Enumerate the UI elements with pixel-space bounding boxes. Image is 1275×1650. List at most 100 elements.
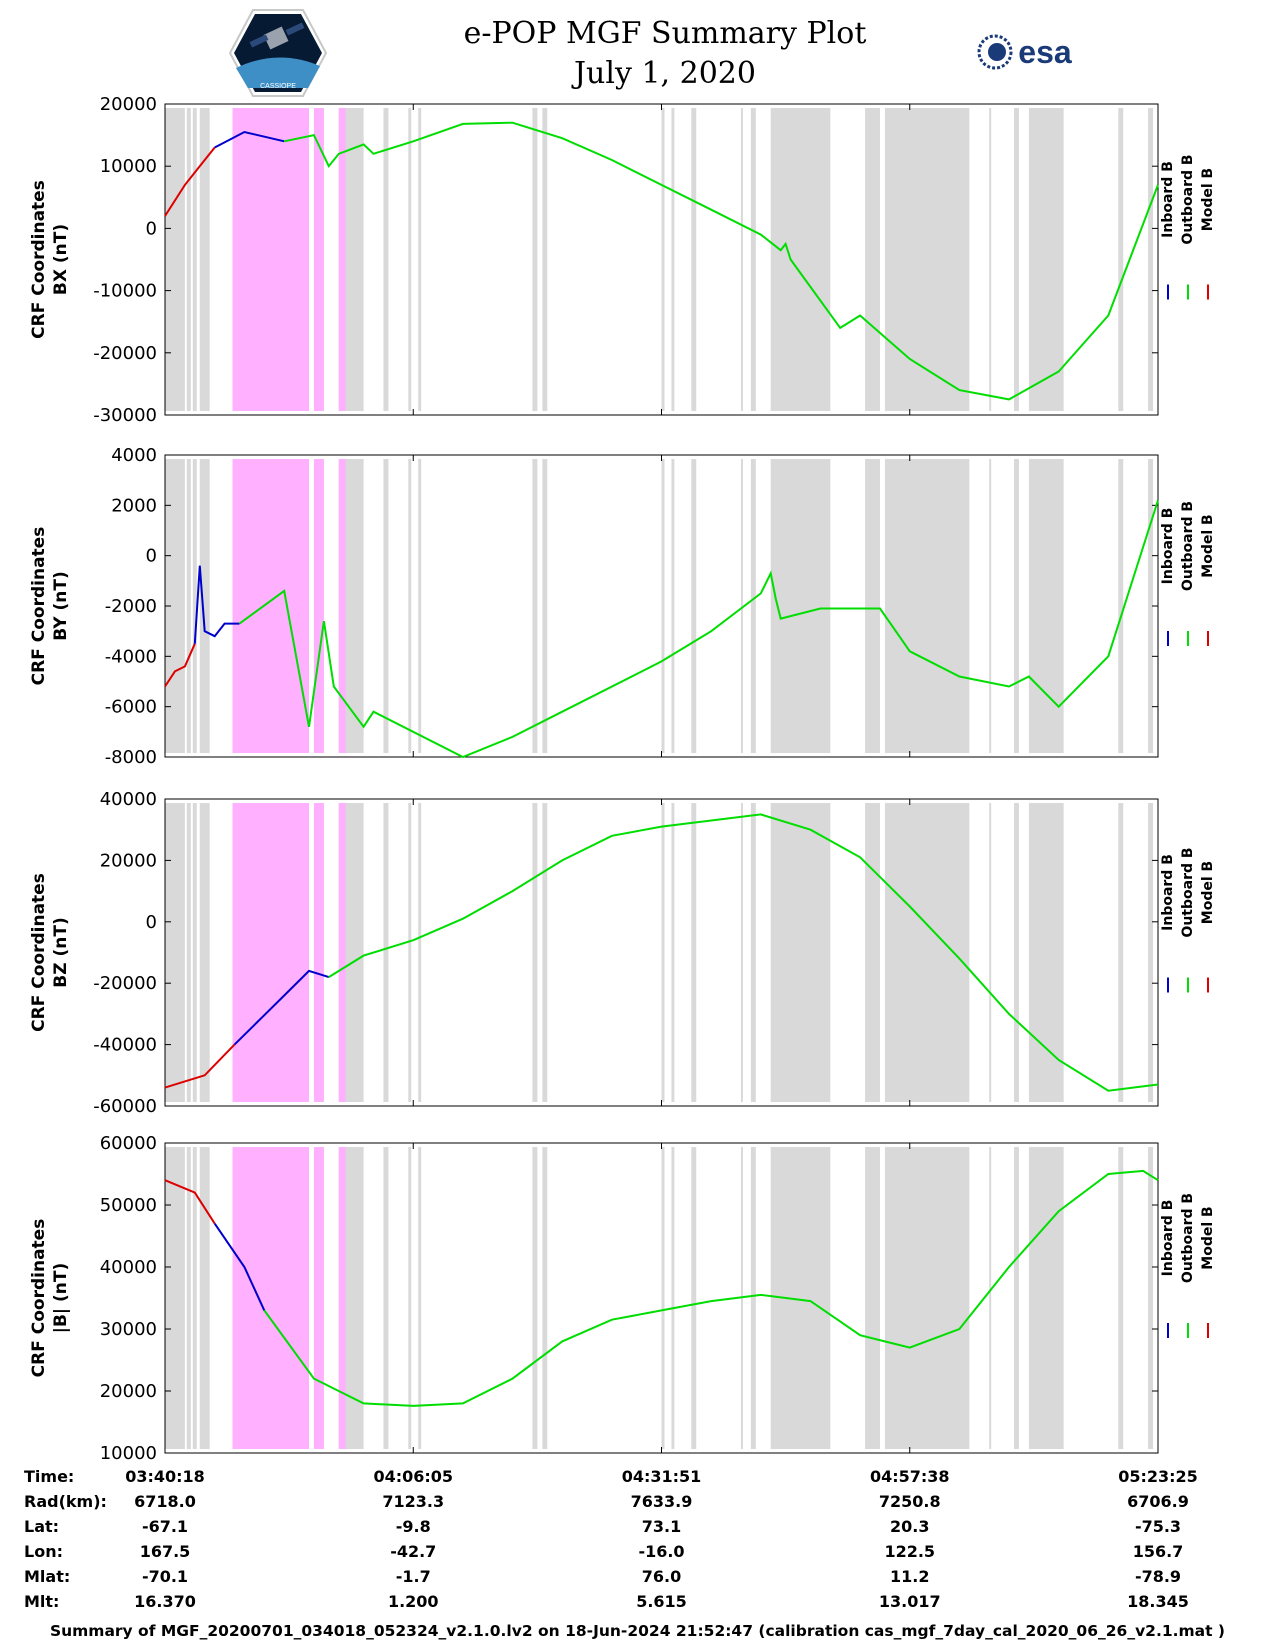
ephem-value: 1.200 <box>387 1592 439 1611</box>
y-tick-label: -40000 <box>93 1035 157 1056</box>
y-tick-label: 40000 <box>100 789 157 810</box>
highlight-band <box>232 108 285 411</box>
gap-band <box>884 108 970 411</box>
gap-band <box>1118 803 1124 1102</box>
panel-3: 40000 20000 0 -20000 -40000 -60000 CRF Coordin… <box>29 789 1216 1117</box>
y-axis-label-line2: |B| (nT) <box>51 1263 71 1334</box>
ephem-value: 11.2 <box>890 1567 930 1586</box>
gap-band <box>691 108 697 411</box>
ephem-value: 122.5 <box>884 1542 936 1561</box>
ephem-value: 76.0 <box>641 1567 682 1586</box>
esa-logo-text: esa <box>1018 34 1072 70</box>
y-tick-label: -10000 <box>93 281 157 302</box>
gap-band <box>691 1147 697 1449</box>
gap-band <box>750 459 756 753</box>
y-axis-label-line1: CRF Coordinates <box>29 527 49 686</box>
y-tick-label: -2000 <box>105 596 157 617</box>
gap-band <box>192 803 197 1102</box>
gap-band <box>408 803 412 1102</box>
gap-band <box>671 108 675 411</box>
highlight-band <box>284 1147 309 1449</box>
ephem-label-rad: Rad(km): <box>24 1492 107 1511</box>
y-axis-label-line1: CRF Coordinates <box>29 180 49 339</box>
gap-band <box>1014 459 1019 753</box>
series-inboard-b <box>193 565 240 644</box>
ephem-value: 73.1 <box>641 1517 682 1536</box>
highlight-band <box>313 1147 324 1449</box>
y-tick-label: -20000 <box>93 343 157 364</box>
ephem-value: -78.9 <box>1134 1567 1182 1586</box>
gap-band <box>199 459 210 753</box>
series-model-b <box>164 146 216 217</box>
gap-band <box>884 459 970 753</box>
gap-band <box>199 803 210 1102</box>
ephem-value: 167.5 <box>139 1542 191 1561</box>
gap-band <box>750 803 756 1102</box>
gap-band <box>740 459 743 753</box>
gap-band <box>750 1147 756 1449</box>
series-inboard-b <box>233 969 330 1046</box>
y-tick-label: -30000 <box>93 405 157 426</box>
highlight-band <box>284 803 309 1102</box>
gap-band <box>542 803 548 1102</box>
legend-label: Inboard B <box>1160 854 1176 931</box>
ephem-label-mlt: Mlt: <box>24 1592 60 1611</box>
highlight-band <box>232 803 285 1102</box>
legend-label: Model B <box>1200 168 1216 231</box>
highlight-band <box>313 459 324 753</box>
legend-label: Outboard B <box>1180 847 1196 937</box>
gap-band <box>165 1147 185 1449</box>
gap-band <box>532 108 538 411</box>
ephem-value: 6706.9 <box>1127 1492 1189 1511</box>
y-axis-label-line2: BY (nT) <box>51 571 71 641</box>
gap-band <box>199 108 210 411</box>
ephem-value: 16.370 <box>134 1592 196 1611</box>
gap-band <box>884 1147 970 1449</box>
legend-label: Model B <box>1200 1206 1216 1269</box>
gap-band <box>661 803 665 1102</box>
gap-band <box>1148 108 1154 411</box>
legend-label: Outboard B <box>1180 1193 1196 1283</box>
gap-band <box>865 459 880 753</box>
gap-band <box>383 1147 389 1449</box>
gap-band <box>671 803 675 1102</box>
gap-band <box>770 459 831 753</box>
gap-band <box>865 1147 880 1449</box>
gap-band <box>418 1147 422 1449</box>
gap-band <box>1148 459 1154 753</box>
ephem-value: 6718.0 <box>134 1492 196 1511</box>
ephem-value: 18.345 <box>1127 1592 1189 1611</box>
gap-band <box>691 459 697 753</box>
ephem-value: 20.3 <box>890 1517 930 1536</box>
y-tick-label: -60000 <box>93 1096 157 1117</box>
gap-band <box>383 108 389 411</box>
gap-band <box>1148 803 1154 1102</box>
ephem-label-lon: Lon: <box>24 1542 63 1561</box>
highlight-band <box>338 108 346 411</box>
gap-band <box>199 1147 210 1449</box>
gap-band <box>989 108 992 411</box>
y-tick-label: 50000 <box>100 1195 157 1216</box>
y-tick-label: 0 <box>146 912 157 933</box>
highlight-band <box>338 459 346 753</box>
gap-band <box>989 1147 992 1449</box>
ephem-value: 03:40:18 <box>125 1467 205 1486</box>
gap-band <box>192 108 197 411</box>
gap-band <box>186 108 191 411</box>
y-tick-label: 10000 <box>100 1443 157 1464</box>
y-tick-label: 20000 <box>100 94 157 115</box>
legend-label: Inboard B <box>1160 161 1176 238</box>
gap-band <box>691 803 697 1102</box>
gap-band <box>542 1147 548 1449</box>
gap-band <box>770 803 831 1102</box>
gap-band <box>671 459 675 753</box>
gap-band <box>418 459 422 753</box>
highlight-band <box>338 803 346 1102</box>
y-tick-label: -4000 <box>105 646 157 667</box>
gap-band <box>1014 108 1019 411</box>
gap-band <box>1028 459 1064 753</box>
y-axis-label-line2: BX (nT) <box>51 224 71 295</box>
gap-band <box>865 803 880 1102</box>
y-tick-label: 2000 <box>111 495 157 516</box>
